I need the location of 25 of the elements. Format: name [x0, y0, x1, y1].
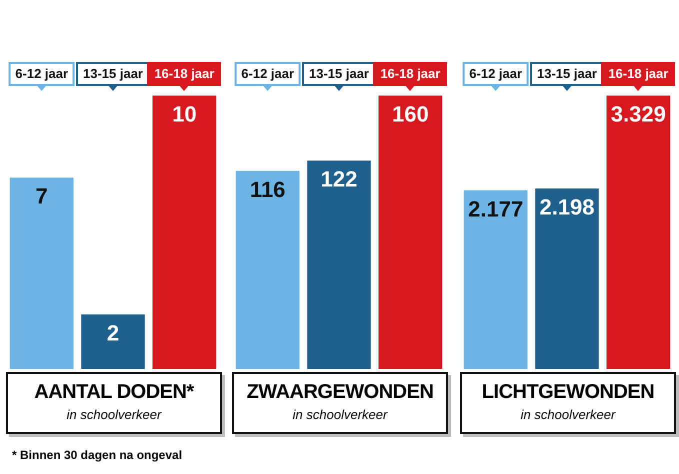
data-label: 3.329 — [610, 102, 666, 127]
text: in schoolverkeer — [66, 407, 163, 422]
category-label: 13-15 jaar — [309, 66, 369, 81]
text: * Binnen 30 dagen na ongeval — [12, 448, 182, 462]
category-label: 13-15 jaar — [537, 66, 597, 81]
category-label: 16-18 jaar — [608, 66, 668, 81]
data-label: 2.198 — [539, 194, 595, 220]
text: AANTAL DODEN* — [33, 381, 195, 404]
data-label: 160 — [392, 102, 429, 127]
category-label: 6-12 jaar — [469, 66, 522, 81]
category-label: 13-15 jaar — [83, 66, 143, 81]
data-label: 116 — [250, 176, 286, 202]
data-label: 2 — [106, 320, 120, 346]
text: LICHTGEWONDEN — [480, 381, 656, 404]
data-label: 7 — [36, 184, 48, 209]
data-label: 122 — [320, 166, 358, 192]
category-label: 16-18 jaar — [154, 66, 214, 81]
data-label: 10 — [172, 102, 197, 127]
category-label: 16-18 jaar — [380, 66, 440, 81]
text: in schoolverkeer — [520, 407, 617, 422]
text: in schoolverkeer — [292, 407, 389, 422]
category-label: 6-12 jaar — [15, 66, 68, 81]
data-label: 2.177 — [468, 196, 524, 222]
category-label: 6-12 jaar — [241, 66, 294, 81]
text: ZWAARGEWONDEN — [246, 381, 434, 404]
